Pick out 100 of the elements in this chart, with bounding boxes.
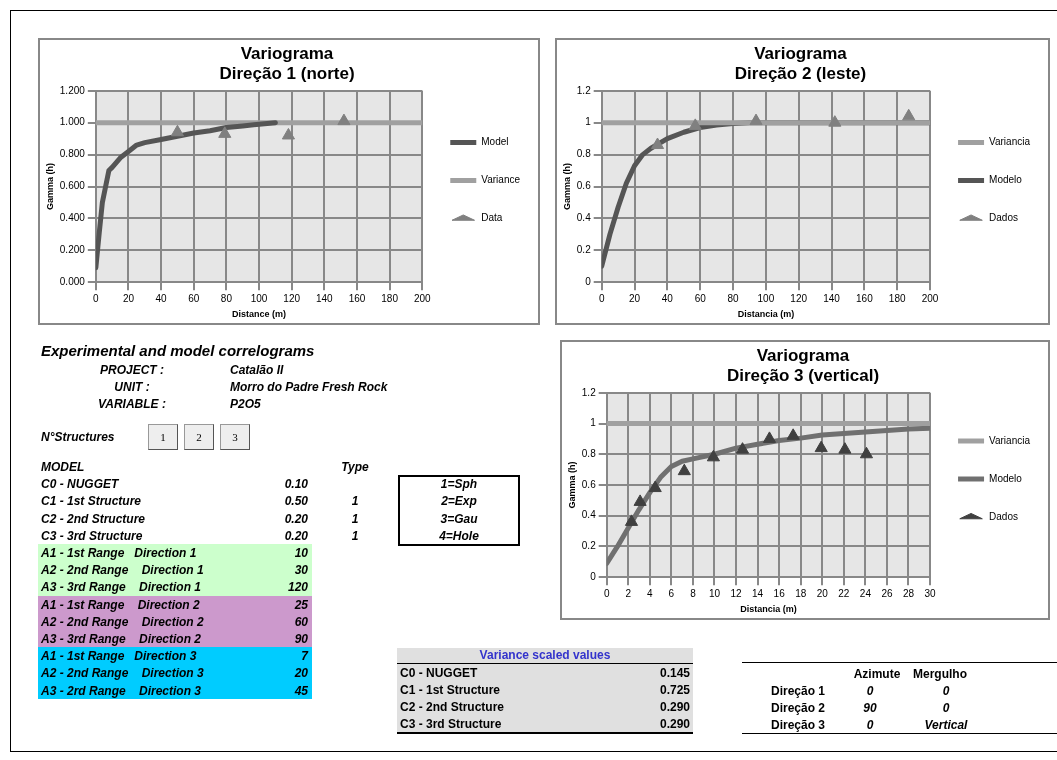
- text: 0.20: [284, 511, 308, 526]
- text: Morro do Padre Fresh Rock: [230, 379, 388, 395]
- text: MODEL: [41, 459, 85, 475]
- y-tick-label: 1.000: [59, 116, 86, 128]
- text: 1: [351, 528, 359, 543]
- text: P2O5: [230, 396, 261, 412]
- chart-title: Variograma: [754, 43, 848, 63]
- text: 0: [866, 684, 874, 698]
- text: 1: [351, 511, 359, 526]
- text: Variance scaled values: [478, 647, 612, 663]
- point: [337, 113, 351, 126]
- text: A2 - 2nd Range Direction 1: [41, 562, 204, 579]
- y-tick-label: 1.2: [576, 84, 592, 96]
- y-tick-label: 0.8: [576, 148, 592, 160]
- text: C1 - 1st Structure: [400, 682, 501, 698]
- text: 20: [294, 666, 308, 681]
- text: Type: [340, 459, 370, 475]
- text: A1 - 1st Range Direction 2: [41, 596, 200, 613]
- text: 0.145: [659, 666, 690, 680]
- chart-subtitle: Direção 2 (leste): [734, 64, 867, 84]
- legend-label: Model: [481, 136, 509, 148]
- x-tick-label: 6: [668, 587, 675, 599]
- text: Direção 3: [770, 718, 825, 732]
- text: 0: [942, 684, 950, 698]
- text: Direção 2: [770, 701, 825, 715]
- x-tick-label: 14: [752, 587, 764, 599]
- x-tick-label: 100: [757, 292, 775, 304]
- x-tick-label: 140: [316, 292, 334, 304]
- x-axis-title: Distancia (m): [740, 604, 797, 615]
- y-tick-label: 1: [590, 417, 597, 429]
- text: A2 - 2nd Range Direction 3: [41, 665, 204, 682]
- y-tick-label: 1.200: [59, 84, 86, 96]
- text: 25: [294, 597, 308, 612]
- y-axis-title: Gamma (h): [566, 461, 577, 509]
- text: 0.290: [659, 717, 690, 731]
- x-tick-label: 20: [628, 292, 641, 304]
- text: 1=Sph: [439, 476, 479, 493]
- legend-label: Dados: [989, 212, 1018, 224]
- y-tick-label: 0.4: [576, 212, 592, 224]
- x-axis-title: Distance (m): [232, 309, 287, 320]
- y-tick-label: 0.2: [576, 244, 592, 256]
- y-axis-title: Gamma (h): [44, 162, 55, 211]
- x-tick-label: 200: [921, 292, 939, 304]
- x-tick-label: 100: [250, 292, 268, 304]
- text: VARIABLE :: [98, 397, 166, 411]
- text: 2: [184, 424, 214, 450]
- text: UNIT :: [114, 380, 150, 394]
- y-tick-label: 0.200: [59, 244, 86, 256]
- text: 7: [301, 649, 308, 664]
- point: [218, 126, 232, 138]
- y-tick-label: 1: [585, 116, 592, 128]
- text: 3: [220, 424, 250, 450]
- point: [706, 449, 720, 462]
- x-tick-label: 28: [902, 587, 915, 599]
- legend-label: Variancia: [989, 434, 1031, 446]
- x-tick-label: 40: [155, 292, 168, 304]
- text: C0 - NUGGET: [400, 665, 478, 681]
- text: C1 - 1st Structure: [41, 493, 142, 510]
- text: A2 - 2nd Range Direction 2: [41, 613, 204, 630]
- y-tick-label: 0: [585, 275, 592, 287]
- point: [633, 494, 647, 506]
- text: 2=Exp: [440, 493, 478, 510]
- text: A1 - 1st Range Direction 3: [41, 648, 197, 665]
- chart-title: Variograma: [756, 345, 850, 365]
- x-tick-label: 0: [93, 292, 100, 304]
- x-tick-label: 18: [795, 587, 807, 599]
- text: 90: [863, 701, 877, 715]
- text: C2 - 2nd Structure: [400, 699, 505, 715]
- x-tick-label: 30: [924, 587, 937, 599]
- text: 0.10: [284, 477, 308, 492]
- point: [650, 137, 665, 150]
- text: 10: [294, 546, 308, 560]
- point: [828, 115, 842, 127]
- text: A3 - 3rd Range Direction 2: [41, 631, 202, 647]
- text: C2 - 2nd Structure: [41, 510, 146, 527]
- text: 1: [351, 494, 359, 509]
- x-tick-label: 22: [838, 587, 850, 599]
- x-tick-label: 20: [122, 292, 135, 304]
- y-tick-label: 0.600: [59, 180, 86, 192]
- text: Mergulho: [913, 667, 967, 681]
- point: [762, 431, 777, 443]
- text: 0.725: [659, 683, 690, 697]
- x-tick-label: 160: [856, 292, 874, 304]
- point: [648, 480, 662, 493]
- y-tick-label: 0.6: [581, 478, 597, 490]
- text: 30: [294, 563, 308, 578]
- text: 0: [866, 718, 874, 732]
- point: [170, 124, 184, 137]
- point: [688, 118, 702, 130]
- text: Direção 1: [770, 684, 825, 698]
- x-axis-title: Distancia (m): [737, 309, 795, 320]
- x-tick-label: 2: [625, 587, 632, 599]
- text: C3 - 3rd Structure: [41, 527, 143, 544]
- text: 90: [294, 632, 308, 646]
- legend-label: Variancia: [989, 136, 1031, 148]
- text: 4=Hole: [438, 527, 480, 544]
- y-axis-title: Gamma (h): [561, 162, 572, 211]
- text: 0: [942, 701, 950, 715]
- x-tick-label: 60: [694, 292, 707, 304]
- x-tick-label: 10: [708, 587, 721, 599]
